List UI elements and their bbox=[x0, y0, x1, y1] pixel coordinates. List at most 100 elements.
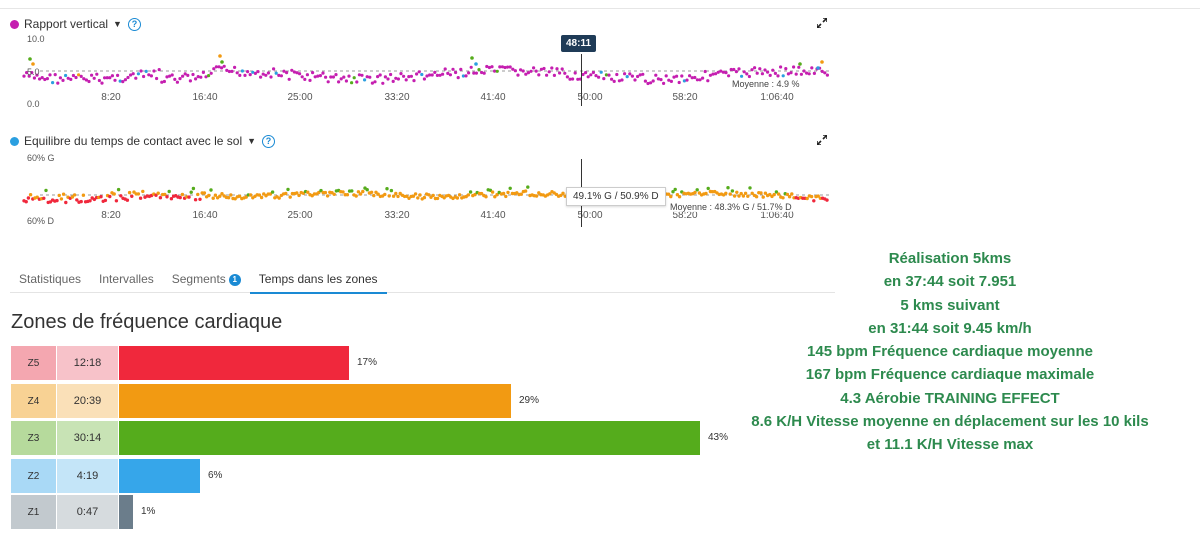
help-icon[interactable]: ? bbox=[127, 17, 141, 31]
zone-time: 20:39 bbox=[57, 384, 118, 418]
tab-temps-dans-les-zones[interactable]: Temps dans les zones bbox=[249, 266, 387, 294]
data-point bbox=[552, 73, 557, 77]
data-point bbox=[516, 73, 520, 77]
data-point bbox=[387, 194, 391, 198]
data-point bbox=[664, 74, 668, 78]
data-point bbox=[740, 74, 744, 78]
data-point bbox=[26, 196, 31, 200]
data-point bbox=[693, 75, 697, 80]
x-tick-label: 50:00 bbox=[577, 210, 603, 221]
data-point bbox=[326, 80, 330, 84]
data-point bbox=[441, 72, 445, 76]
data-point bbox=[435, 73, 439, 77]
data-point bbox=[24, 200, 28, 204]
data-point bbox=[269, 75, 273, 79]
data-point bbox=[480, 70, 484, 75]
data-point bbox=[264, 73, 268, 77]
data-point bbox=[672, 75, 676, 79]
chevron-down-icon[interactable]: ▼ bbox=[113, 19, 122, 29]
data-point bbox=[369, 190, 374, 194]
data-point bbox=[726, 186, 730, 190]
data-point bbox=[376, 192, 380, 196]
data-point bbox=[57, 193, 61, 198]
tab-statistiques[interactable]: Statistiques bbox=[10, 266, 90, 292]
data-point bbox=[306, 190, 310, 194]
data-point bbox=[628, 72, 632, 76]
data-point bbox=[427, 193, 431, 197]
vertical-ratio-chart: Rapport vertical ▼ ? 10.0 5.0 0.0 8:20 1… bbox=[10, 16, 835, 111]
x-tick-label: 1:06:40 bbox=[760, 210, 794, 221]
data-point bbox=[787, 195, 792, 199]
data-point bbox=[35, 73, 39, 77]
x-tick-label: 1:06:40 bbox=[760, 92, 794, 103]
data-point bbox=[630, 74, 635, 78]
data-point bbox=[519, 68, 523, 72]
data-point bbox=[435, 196, 440, 201]
data-point bbox=[411, 194, 416, 198]
data-point bbox=[418, 193, 422, 197]
data-point bbox=[559, 193, 563, 198]
expand-icon[interactable] bbox=[817, 135, 827, 145]
data-point bbox=[319, 188, 323, 193]
data-point bbox=[781, 196, 785, 200]
expand-icon[interactable] bbox=[817, 18, 827, 28]
data-point bbox=[383, 192, 387, 197]
tab-intervalles[interactable]: Intervalles bbox=[90, 266, 163, 292]
data-point bbox=[697, 191, 702, 195]
data-point bbox=[227, 69, 231, 74]
data-point bbox=[381, 81, 385, 85]
data-point bbox=[142, 74, 146, 79]
data-point bbox=[385, 187, 389, 191]
data-point bbox=[394, 191, 398, 196]
data-point bbox=[323, 190, 328, 195]
help-icon[interactable]: ? bbox=[262, 134, 276, 148]
data-point bbox=[671, 190, 675, 194]
data-point bbox=[666, 192, 671, 196]
data-point bbox=[591, 70, 596, 75]
data-point bbox=[389, 188, 394, 193]
data-point bbox=[682, 79, 687, 83]
data-point bbox=[467, 71, 471, 75]
data-point bbox=[571, 77, 575, 81]
x-tick-label: 16:40 bbox=[192, 92, 218, 103]
data-point bbox=[370, 81, 374, 85]
data-point bbox=[114, 199, 119, 203]
data-point bbox=[548, 192, 552, 196]
data-point bbox=[44, 188, 48, 193]
data-point bbox=[470, 56, 474, 60]
data-point bbox=[805, 196, 809, 201]
data-point bbox=[461, 74, 465, 78]
data-point bbox=[638, 73, 642, 77]
tab-segments[interactable]: Segments 1 bbox=[163, 266, 250, 292]
zone-percent: 17% bbox=[357, 357, 378, 368]
data-point bbox=[316, 74, 320, 78]
data-point bbox=[742, 70, 746, 74]
data-point bbox=[196, 192, 200, 197]
data-point bbox=[42, 196, 46, 200]
data-point bbox=[373, 80, 377, 84]
data-point bbox=[532, 66, 536, 70]
data-point bbox=[612, 79, 616, 83]
data-point bbox=[220, 66, 224, 70]
plot-area[interactable]: 60% G 60% D 8:20 16:40 25:00 33:20 41:40… bbox=[10, 151, 835, 231]
chart-header: Equilibre du temps de contact avec le so… bbox=[10, 133, 276, 149]
data-point bbox=[513, 69, 517, 73]
data-point bbox=[495, 193, 499, 197]
data-point bbox=[90, 73, 94, 77]
plot-area[interactable]: 10.0 5.0 0.0 8:20 16:40 25:00 33:20 41:4… bbox=[10, 34, 835, 109]
data-point bbox=[746, 194, 750, 198]
data-point bbox=[198, 197, 202, 201]
zone-time: 4:19 bbox=[57, 459, 118, 493]
data-point bbox=[225, 68, 229, 72]
cursor-value-tooltip: 49.1% G / 50.9% D bbox=[566, 187, 666, 206]
data-point bbox=[187, 195, 191, 199]
data-point bbox=[636, 74, 640, 79]
data-point bbox=[69, 77, 73, 81]
zone-time: 30:14 bbox=[57, 421, 118, 455]
data-point bbox=[511, 67, 515, 71]
data-point bbox=[534, 69, 538, 73]
data-point bbox=[503, 65, 507, 70]
data-point bbox=[374, 190, 378, 194]
data-point bbox=[695, 78, 700, 82]
chevron-down-icon[interactable]: ▼ bbox=[247, 136, 257, 146]
